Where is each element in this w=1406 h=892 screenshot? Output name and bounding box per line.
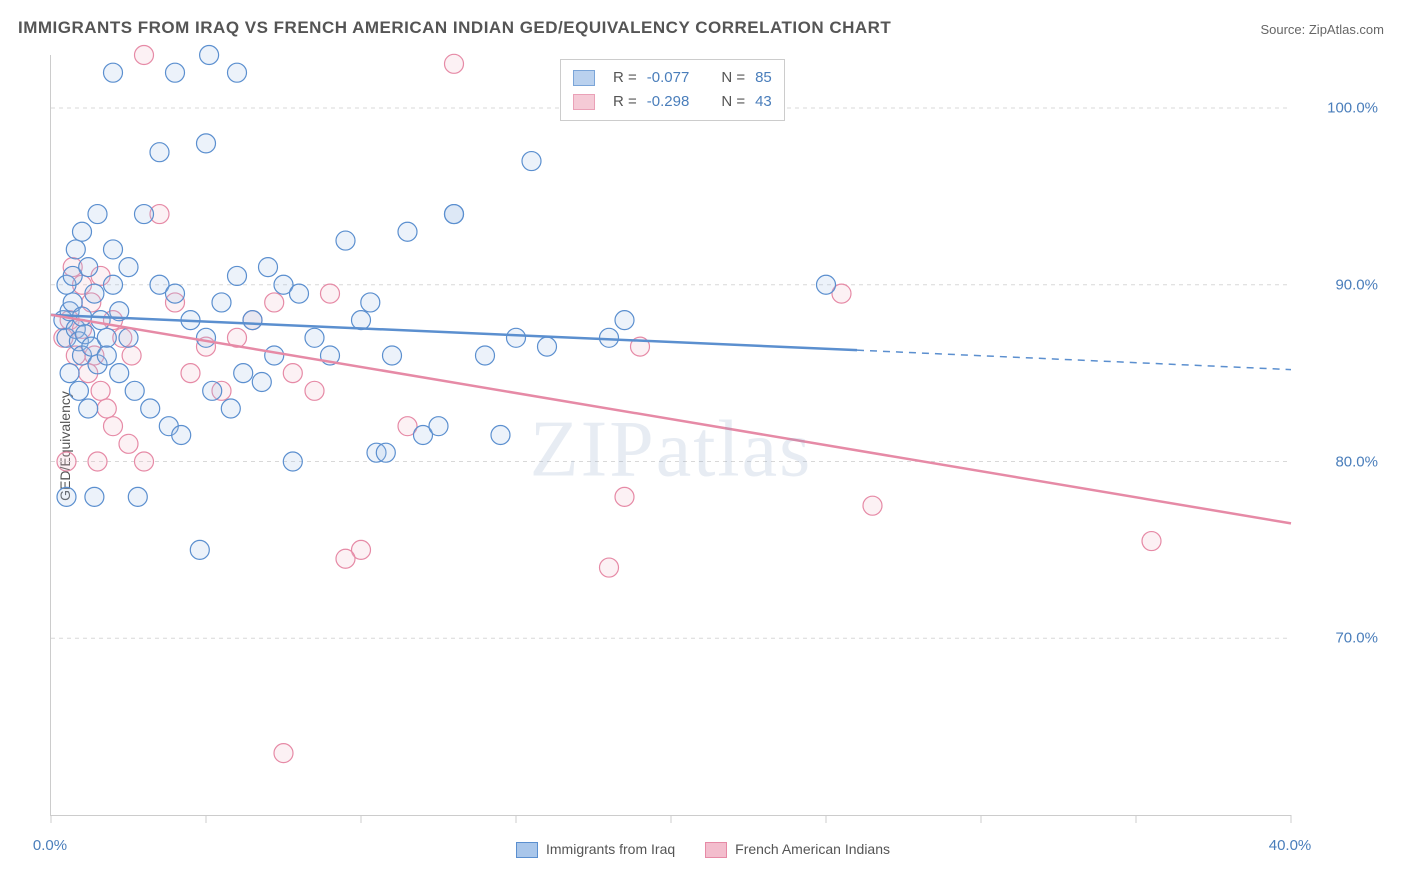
legend-label-iraq: Immigrants from Iraq bbox=[546, 841, 675, 857]
stat-swatch bbox=[573, 70, 595, 86]
stat-n-label: N = bbox=[721, 66, 745, 90]
y-tick-label: 80.0% bbox=[1335, 453, 1378, 470]
plot-svg bbox=[51, 55, 1291, 815]
stat-r-label: R = bbox=[613, 66, 637, 90]
legend-label-french: French American Indians bbox=[735, 841, 890, 857]
plot-area: ZIPatlas bbox=[50, 55, 1291, 816]
correlation-stat-box: R = -0.077 N = 85 R = -0.298 N = 43 bbox=[560, 59, 785, 121]
y-tick-label: 70.0% bbox=[1335, 630, 1378, 647]
x-tick-label: 0.0% bbox=[33, 837, 67, 854]
legend-item-french: French American Indians bbox=[705, 841, 890, 858]
stat-r-value: -0.077 bbox=[647, 66, 690, 90]
stat-r-value: -0.298 bbox=[647, 90, 690, 114]
stat-swatch bbox=[573, 94, 595, 110]
chart-container: IMMIGRANTS FROM IRAQ VS FRENCH AMERICAN … bbox=[0, 0, 1406, 892]
source-value: ZipAtlas.com bbox=[1309, 22, 1384, 37]
y-tick-label: 90.0% bbox=[1335, 276, 1378, 293]
stat-n-value: 43 bbox=[755, 90, 772, 114]
stat-row: R = -0.077 N = 85 bbox=[573, 66, 772, 90]
x-tick-label: 40.0% bbox=[1269, 837, 1312, 854]
series-legend: Immigrants from Iraq French American Ind… bbox=[516, 841, 890, 858]
stat-n-label: N = bbox=[721, 90, 745, 114]
chart-title: IMMIGRANTS FROM IRAQ VS FRENCH AMERICAN … bbox=[18, 18, 891, 38]
legend-item-iraq: Immigrants from Iraq bbox=[516, 841, 675, 858]
stat-n-value: 85 bbox=[755, 66, 772, 90]
y-tick-label: 100.0% bbox=[1327, 100, 1378, 117]
legend-swatch-french bbox=[705, 842, 727, 858]
stat-row: R = -0.298 N = 43 bbox=[573, 90, 772, 114]
legend-swatch-iraq bbox=[516, 842, 538, 858]
stat-r-label: R = bbox=[613, 90, 637, 114]
source-label: Source: bbox=[1260, 22, 1308, 37]
source-attribution: Source: ZipAtlas.com bbox=[1260, 22, 1384, 37]
